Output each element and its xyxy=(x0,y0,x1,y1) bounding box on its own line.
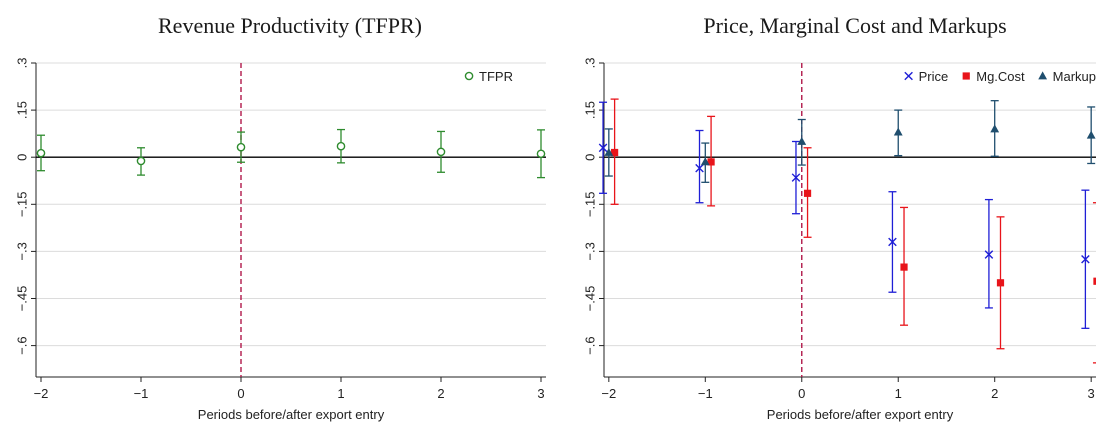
price-point xyxy=(1081,254,1090,264)
x-tick-label: 0 xyxy=(237,386,244,401)
legend-marker-b xyxy=(904,71,913,81)
price-point-b xyxy=(695,163,704,173)
y-tick-label: −.3 xyxy=(14,242,29,260)
legend-label: Price xyxy=(919,69,949,84)
price-point-b xyxy=(1081,254,1090,264)
price-point xyxy=(791,173,801,182)
legend-label: Markup xyxy=(1053,69,1096,84)
y-tick-label: .3 xyxy=(582,58,597,69)
price-point-b xyxy=(984,250,994,259)
tfpr-point xyxy=(536,149,546,159)
x-tick-label: 1 xyxy=(895,386,902,401)
price-point-b xyxy=(598,143,608,153)
y-tick-label: −.15 xyxy=(14,191,29,217)
y-tick-label: −.15 xyxy=(582,191,597,217)
price-point xyxy=(695,163,704,173)
y-tick-label: 0 xyxy=(582,154,597,161)
price-point xyxy=(888,237,897,247)
markup-point xyxy=(990,124,1000,133)
legend-marker xyxy=(464,71,474,81)
price-point xyxy=(984,250,994,259)
legend-label: Mg.Cost xyxy=(976,69,1025,84)
tfpr-point xyxy=(236,142,246,152)
markup-point xyxy=(700,157,710,166)
mg-cost-point xyxy=(1093,277,1096,285)
legend-marker xyxy=(1038,71,1048,80)
price-point xyxy=(598,143,608,153)
legend: Markup Mg.Cost Price xyxy=(904,69,1096,84)
x-tick-label: 2 xyxy=(991,386,998,401)
y-tick-label: .15 xyxy=(14,101,29,119)
price-point-b xyxy=(888,237,897,247)
x-tick-label: −1 xyxy=(134,386,149,401)
mg-cost-point xyxy=(707,158,715,166)
markup-point xyxy=(797,136,807,145)
y-tick-label: −.45 xyxy=(14,286,29,312)
x-axis-label: Periods before/after export entry xyxy=(198,407,385,422)
x-tick-label: −2 xyxy=(601,386,616,401)
x-tick-label: 1 xyxy=(337,386,344,401)
x-tick-label: 0 xyxy=(798,386,805,401)
panel-tfpr: Revenue Productivity (TFPR) .3 .15 0 −.15 −.3… xyxy=(14,13,546,422)
x-tick-label: 3 xyxy=(537,386,544,401)
tfpr-point xyxy=(436,147,446,157)
tfpr-point xyxy=(336,141,346,151)
y-tick-label: −.3 xyxy=(582,242,597,260)
y-tick-label: −.6 xyxy=(14,336,29,354)
legend-label: TFPR xyxy=(479,69,513,84)
price-point-b xyxy=(791,173,801,182)
legend-marker xyxy=(962,72,970,80)
x-tick-label: −1 xyxy=(698,386,713,401)
mg-cost-point xyxy=(996,279,1005,287)
tfpr-point xyxy=(36,148,46,158)
tfpr-point xyxy=(136,156,146,166)
chart-title: Price, Marginal Cost and Markups xyxy=(703,13,1006,38)
y-tick-label: .15 xyxy=(582,101,597,119)
x-tick-label: 2 xyxy=(437,386,444,401)
legend: TFPR xyxy=(464,69,513,84)
markup-point xyxy=(604,147,614,156)
chart-title: Revenue Productivity (TFPR) xyxy=(158,13,422,38)
x-tick-label: −2 xyxy=(34,386,49,401)
mg-cost-point xyxy=(803,189,812,197)
panel-price-cost-markups: Price, Marginal Cost and Markups .3 .15 0 −.… xyxy=(582,13,1096,422)
mg-cost-point xyxy=(900,263,908,271)
x-tick-label: 3 xyxy=(1088,386,1095,401)
y-tick-label: .3 xyxy=(14,58,29,69)
markup-point xyxy=(1086,130,1096,139)
x-axis-label: Periods before/after export entry xyxy=(767,407,954,422)
y-tick-label: −.45 xyxy=(582,286,597,312)
legend-marker xyxy=(904,71,913,81)
markup-point xyxy=(893,127,903,136)
y-tick-label: −.6 xyxy=(582,336,597,354)
y-tick-label: 0 xyxy=(14,154,29,161)
mg-cost-point xyxy=(611,148,619,157)
